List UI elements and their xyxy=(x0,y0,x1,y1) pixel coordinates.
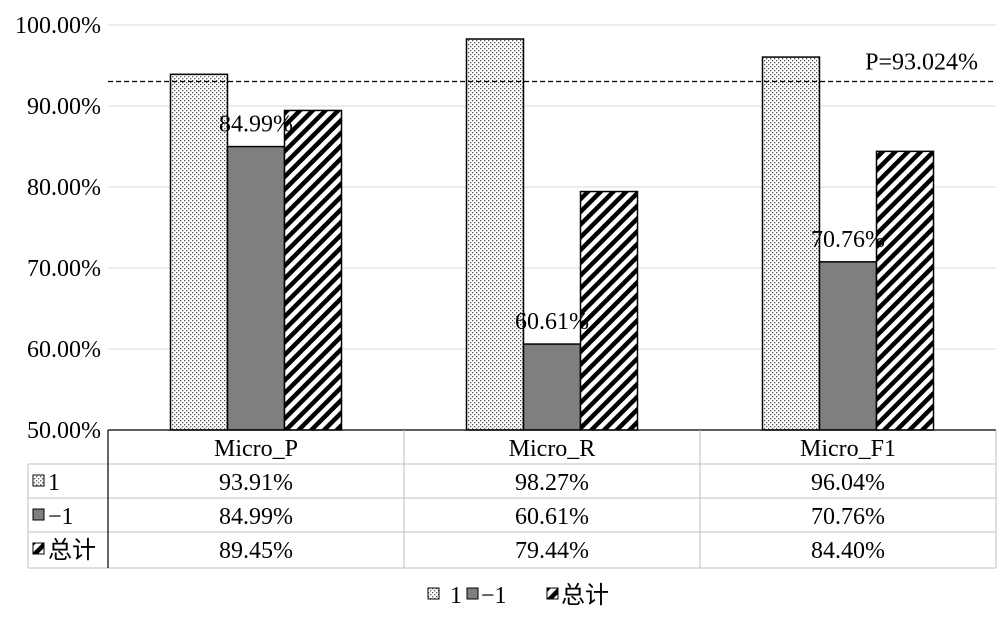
bar-Micro_R-series-2 xyxy=(579,190,639,431)
table-cell: 60.61% xyxy=(515,504,589,530)
table-series-name: 1 xyxy=(48,470,60,496)
category-label: Micro_F1 xyxy=(800,436,896,462)
legend-label: 总计 xyxy=(561,582,609,609)
data-table: Micro_P Micro_R Micro_F1 1 93.91% 98.27% 96.04… xyxy=(27,429,997,569)
y-tick-label: 50.00% xyxy=(27,418,101,444)
table-series-name: −1 xyxy=(48,504,74,530)
legend: 1 −1 总计 xyxy=(427,582,609,609)
category-label: Micro_P xyxy=(214,436,298,462)
bar-Micro_P-series-0 xyxy=(169,73,229,431)
table-series-name: 总计 xyxy=(48,537,96,564)
data-labels: 84.99% 60.61% 70.76% xyxy=(219,112,885,335)
y-axis-ticks: 50.00% 60.00% 70.00% 80.00% 90.00% 100.00% xyxy=(15,13,101,444)
legend-key xyxy=(427,587,440,600)
category-label: Micro_R xyxy=(509,436,596,462)
y-tick-label: 60.00% xyxy=(27,337,101,363)
table-cell: 70.76% xyxy=(811,504,885,530)
bar-Micro_P-series-1 xyxy=(226,145,286,431)
legend-label: 1 xyxy=(450,583,462,609)
bar-Micro_F1-series-2 xyxy=(875,150,935,431)
bar-Micro_P-series-2 xyxy=(283,109,343,431)
table-cell: 96.04% xyxy=(811,470,885,496)
table-legend-key xyxy=(32,508,45,521)
reference-line: P=93.024% xyxy=(108,50,996,83)
y-tick-label: 70.00% xyxy=(27,256,101,282)
legend-key xyxy=(546,587,559,600)
y-tick-label: 90.00% xyxy=(27,94,101,120)
table-cell: 93.91% xyxy=(219,470,293,496)
bar-Micro_F1-series-0 xyxy=(761,56,821,431)
table-cell: 84.40% xyxy=(811,538,885,564)
data-label: 70.76% xyxy=(811,227,885,253)
table-cell: 89.45% xyxy=(219,538,293,564)
legend-label: −1 xyxy=(481,583,507,609)
y-tick-label: 80.00% xyxy=(27,175,101,201)
reference-line-label: P=93.024% xyxy=(865,50,978,76)
table-cell: 84.99% xyxy=(219,504,293,530)
table-legend-key xyxy=(32,542,45,555)
data-label: 60.61% xyxy=(515,309,589,335)
bar-Micro_F1-series-1 xyxy=(818,261,878,431)
bar-Micro_R-series-1 xyxy=(522,343,582,431)
table-cell: 79.44% xyxy=(515,538,589,564)
bar-Micro_R-series-0 xyxy=(465,38,525,431)
table-legend-key xyxy=(32,474,45,487)
bars xyxy=(169,38,935,431)
legend-key xyxy=(466,587,479,600)
data-label: 84.99% xyxy=(219,112,293,138)
table-cell: 98.27% xyxy=(515,470,589,496)
y-tick-label: 100.00% xyxy=(15,13,101,39)
